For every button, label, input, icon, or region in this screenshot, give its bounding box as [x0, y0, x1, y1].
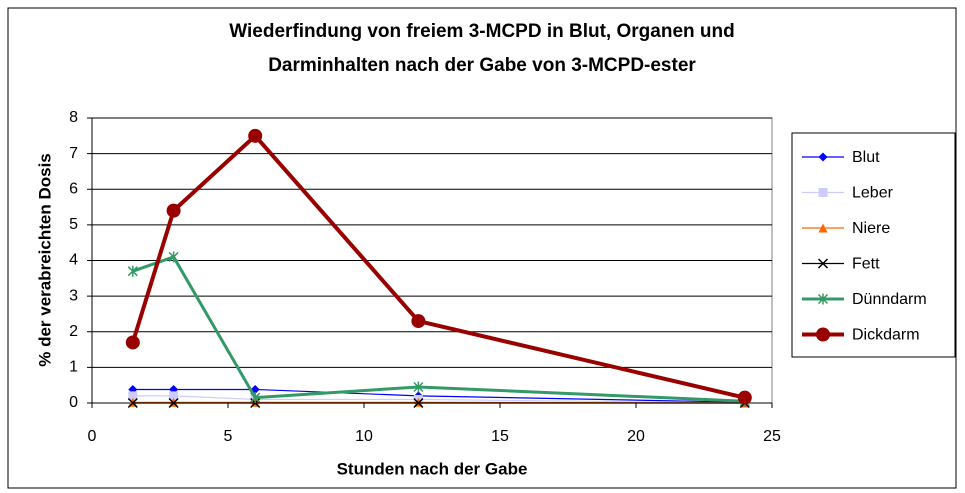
x-tick-label: 5: [224, 428, 233, 445]
marker: [248, 128, 263, 143]
marker: [411, 314, 426, 329]
y-tick-label: 4: [69, 252, 78, 269]
y-axis-label: % der verabreichten Dosis: [35, 153, 54, 367]
marker: [413, 397, 424, 409]
x-axis-label: Stunden nach der Gabe: [337, 459, 528, 478]
legend-marker: [818, 223, 828, 233]
marker: [125, 335, 140, 350]
chart-subtitle: Darminhalten nach der Gabe von 3-MCPD-es…: [268, 55, 696, 76]
chart-title: Wiederfindung von freiem 3-MCPD in Blut,…: [229, 21, 734, 42]
legend-box: [791, 132, 956, 358]
legend-label: Dickdarm: [852, 327, 920, 344]
y-tick-label: 1: [69, 359, 78, 376]
marker: [737, 390, 752, 405]
y-tick-label: 6: [69, 180, 78, 197]
marker: [166, 203, 181, 218]
legend-marker: [818, 188, 828, 197]
y-tick-label: 5: [69, 216, 78, 233]
marker: [128, 391, 138, 401]
legend-label: Blut: [852, 149, 880, 166]
y-tick-label: 3: [69, 287, 78, 304]
marker: [127, 265, 138, 277]
legend-label: Niere: [852, 220, 890, 237]
x-tick-label: 15: [491, 428, 509, 445]
y-tick-label: 2: [69, 323, 78, 340]
legend-marker: [817, 293, 829, 305]
x-tick-label: 10: [355, 428, 373, 445]
y-tick-label: 0: [69, 394, 78, 411]
marker: [413, 381, 424, 393]
legend-marker: [817, 258, 829, 269]
x-tick-label: 20: [627, 428, 645, 445]
marker: [168, 397, 179, 409]
legend-label: Dünndarm: [852, 291, 927, 308]
marker: [169, 391, 179, 401]
x-tick-label: 0: [88, 428, 97, 445]
legend-marker: [816, 327, 830, 342]
y-tick-label: 8: [69, 109, 78, 126]
legend-marker: [818, 152, 828, 162]
x-tick-label: 25: [763, 428, 781, 445]
legend-label: Fett: [852, 256, 880, 273]
marker: [127, 397, 138, 409]
marker: [168, 251, 179, 263]
y-tick-label: 7: [69, 145, 78, 162]
marker: [250, 392, 261, 404]
legend-label: Leber: [852, 185, 894, 202]
